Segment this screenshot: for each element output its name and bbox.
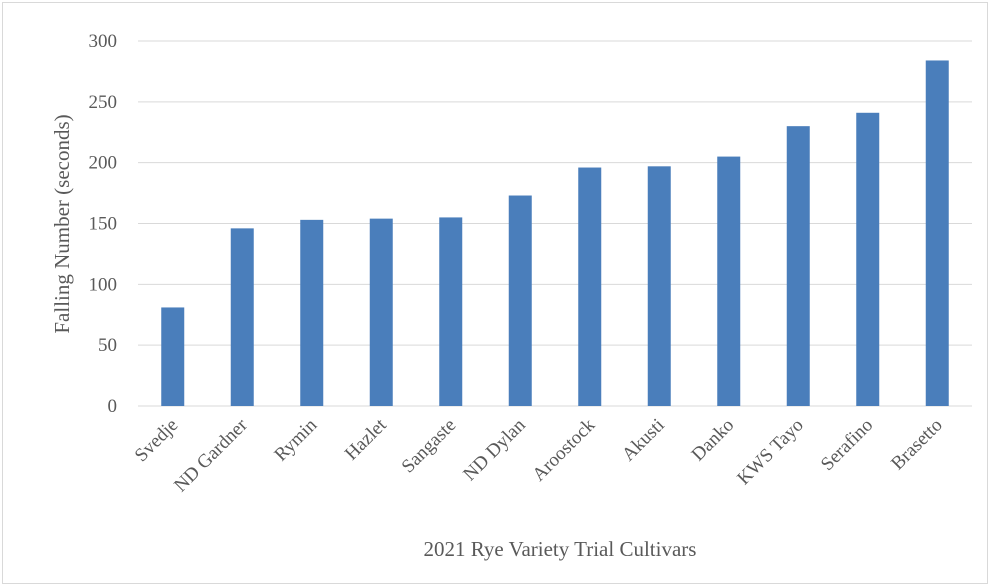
bar-sangaste	[439, 217, 463, 406]
bar-brasetto	[925, 60, 949, 406]
bar-kws-tayo	[786, 126, 810, 407]
y-tick-label: 0	[108, 396, 118, 417]
bar-nd-gardner	[230, 228, 254, 406]
gridlines	[138, 40, 972, 407]
y-tick-label: 150	[89, 214, 118, 235]
bar-akusti	[647, 166, 671, 406]
bar-rymin	[300, 219, 324, 406]
bar-danko	[717, 156, 741, 406]
y-tick-label: 100	[89, 274, 118, 295]
x-tick-label: Serafino	[817, 415, 877, 475]
x-tick-label: Hazlet	[341, 414, 391, 464]
bar-svedje	[161, 307, 185, 406]
y-axis-title: Falling Number (seconds)	[50, 114, 74, 333]
x-tick-label: Danko	[688, 415, 739, 466]
y-tick-label: 250	[89, 92, 118, 113]
x-tick-label: ND Dylan	[459, 414, 530, 485]
x-tick-label: Rymin	[270, 414, 321, 465]
x-tick-label: ND Gardner	[170, 414, 252, 496]
y-tick-label: 200	[89, 153, 118, 174]
bars	[161, 60, 949, 407]
x-tick-label: Brasetto	[887, 415, 947, 475]
x-tick-label: Svedje	[131, 415, 182, 466]
x-axis-title: 2021 Rye Variety Trial Cultivars	[424, 537, 697, 561]
x-tick-label: Aroostock	[528, 414, 599, 485]
x-tick-label: Akusti	[618, 415, 669, 466]
y-tick-label: 50	[98, 335, 117, 356]
bar-aroostock	[578, 167, 602, 406]
bar-hazlet	[369, 218, 393, 406]
bar-serafino	[856, 112, 880, 407]
y-tick-labels: 0 50 100 150 200 250 300	[89, 31, 118, 417]
x-tick-label: KWS Tayo	[733, 415, 807, 489]
y-tick-label: 300	[89, 31, 118, 52]
x-tick-label: Sangaste	[398, 415, 461, 478]
bar-nd-dylan	[508, 195, 532, 406]
